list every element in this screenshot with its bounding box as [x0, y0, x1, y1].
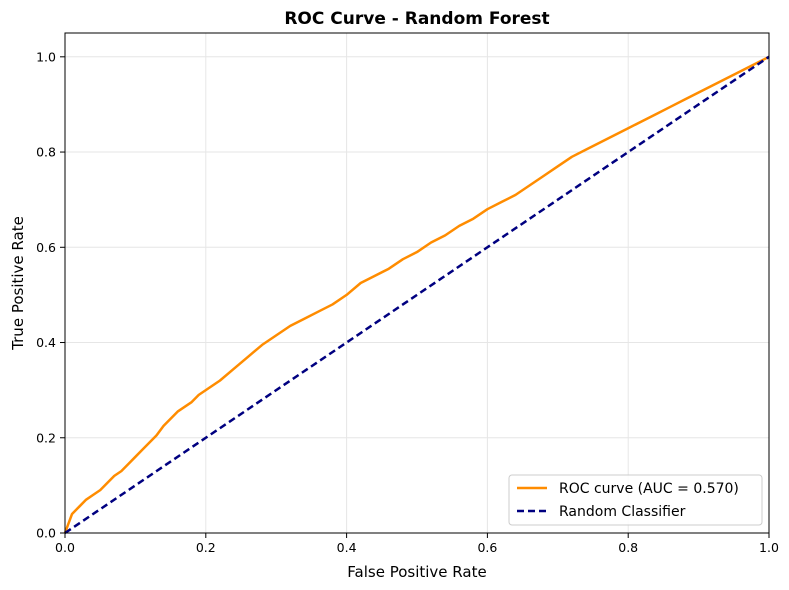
- x-tick-label: 0.4: [337, 540, 357, 555]
- y-tick-label: 0.8: [36, 145, 56, 160]
- x-tick-label: 0.6: [477, 540, 497, 555]
- legend-label-roc: ROC curve (AUC = 0.570): [559, 481, 739, 497]
- y-tick-label: 1.0: [36, 49, 56, 64]
- y-axis-label: True Positive Rate: [9, 216, 27, 351]
- plot-frame: [64, 32, 770, 534]
- series-layer: [63, 55, 770, 535]
- x-tick-label: 0.8: [618, 540, 638, 555]
- x-tick-label: 0.2: [196, 540, 216, 555]
- legend-box: [508, 474, 763, 526]
- y-tick-label: 0.2: [36, 430, 56, 445]
- chart-title: ROC Curve - Random Forest: [284, 9, 549, 29]
- x-tick-label: 0.0: [55, 540, 75, 555]
- x-tick-label: 1.0: [759, 540, 779, 555]
- legend: ROC curve (AUC = 0.570) Random Classifie…: [508, 474, 763, 526]
- roc-curve-line: [63, 55, 770, 534]
- x-axis-label: False Positive Rate: [347, 563, 486, 581]
- axis-ticks: 0.0 0.2 0.4 0.6 0.8 1.0 0.0 0.2 0.4 0.6 0.8 1.0: [36, 49, 779, 555]
- y-tick-label: 0.4: [36, 335, 56, 350]
- grid-lines: [64, 33, 770, 534]
- y-tick-label: 0.0: [36, 526, 56, 541]
- legend-label-random: Random Classifier: [559, 504, 686, 520]
- random-classifier-line: [64, 55, 770, 535]
- y-tick-label: 0.6: [36, 240, 56, 255]
